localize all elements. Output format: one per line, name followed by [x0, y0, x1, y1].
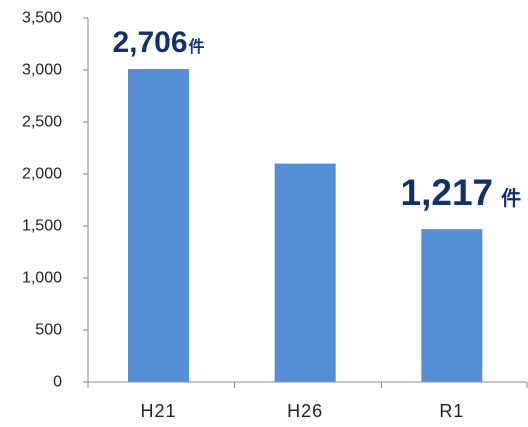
annotation-unit: 件: [189, 37, 205, 56]
x-tick-label: H21: [140, 401, 176, 421]
y-tick-label: 2,000: [22, 166, 62, 183]
value-annotation-h21: 2,706件: [112, 26, 204, 59]
x-tick-label: R1: [439, 401, 464, 421]
annotation-value: 1,217: [401, 172, 494, 213]
x-tick-label: H26: [287, 401, 323, 421]
value-annotation-r1: 1,217 件: [401, 172, 522, 213]
y-tick-label: 1,500: [22, 218, 62, 235]
bar-r1: [421, 229, 483, 382]
y-tick-label: 2,500: [22, 114, 62, 131]
bar-h26: [274, 163, 336, 382]
y-tick-label: 1,000: [22, 270, 62, 287]
bar-h21: [128, 68, 189, 383]
annotation-unit: 件: [501, 186, 521, 210]
y-tick-label: 3,000: [22, 62, 62, 79]
y-tick-label: 0: [53, 374, 62, 391]
annotation-value: 2,706: [112, 26, 187, 59]
y-tick-label: 3,500: [22, 10, 62, 27]
y-tick-label: 500: [35, 322, 62, 339]
